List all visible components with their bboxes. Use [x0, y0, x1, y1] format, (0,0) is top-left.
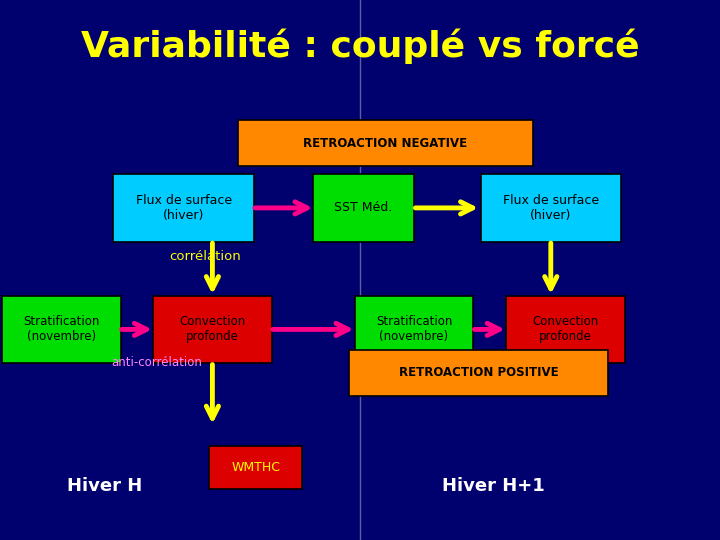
FancyBboxPatch shape — [238, 120, 533, 166]
Text: SST Méd.: SST Méd. — [335, 201, 392, 214]
Text: Hiver H+1: Hiver H+1 — [442, 477, 544, 495]
Text: Hiver H: Hiver H — [67, 477, 142, 495]
FancyBboxPatch shape — [2, 296, 121, 363]
Text: Convection
profonde: Convection profonde — [179, 315, 246, 343]
FancyBboxPatch shape — [354, 296, 474, 363]
Text: RETROACTION NEGATIVE: RETROACTION NEGATIVE — [303, 137, 467, 150]
Text: Stratification
(novembre): Stratification (novembre) — [376, 315, 452, 343]
FancyBboxPatch shape — [481, 174, 621, 241]
Text: Convection
profonde: Convection profonde — [532, 315, 598, 343]
FancyBboxPatch shape — [114, 174, 254, 241]
FancyBboxPatch shape — [505, 296, 625, 363]
Text: Stratification
(novembre): Stratification (novembre) — [23, 315, 99, 343]
Text: Flux de surface
(hiver): Flux de surface (hiver) — [135, 194, 232, 222]
Text: RETROACTION POSITIVE: RETROACTION POSITIVE — [399, 366, 559, 379]
Text: corrélation: corrélation — [169, 250, 241, 263]
FancyBboxPatch shape — [349, 350, 608, 395]
FancyBboxPatch shape — [313, 174, 414, 241]
Text: Flux de surface
(hiver): Flux de surface (hiver) — [503, 194, 599, 222]
FancyBboxPatch shape — [153, 296, 271, 363]
Text: anti-corrélation: anti-corrélation — [112, 356, 202, 369]
Text: Variabilité : couplé vs forcé: Variabilité : couplé vs forcé — [81, 28, 639, 64]
Text: WMTHC: WMTHC — [231, 461, 280, 474]
FancyBboxPatch shape — [209, 446, 302, 489]
